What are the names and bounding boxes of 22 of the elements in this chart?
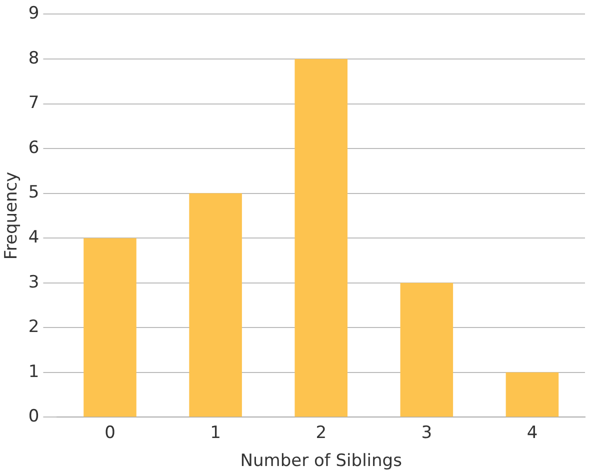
bar: [400, 282, 454, 417]
bar: [84, 238, 136, 417]
y-tick-label: 8: [28, 48, 40, 68]
bar: [294, 58, 348, 417]
y-tick-label: 1: [28, 362, 40, 382]
y-tick-label: 5: [28, 182, 40, 203]
y-tick-label: 7: [28, 93, 40, 114]
y-tick-label: 4: [28, 228, 40, 248]
x-tick-label: 3: [421, 422, 432, 443]
x-tick-label: 2: [316, 422, 327, 443]
y-tick-label: 0: [28, 406, 40, 427]
x-tick-label: 4: [526, 422, 538, 443]
y-tick-label: 9: [28, 4, 40, 24]
x-tick-label: 1: [210, 422, 221, 443]
y-tick-label: 2: [28, 317, 40, 338]
bar: [189, 193, 242, 417]
y-tick-label: 3: [28, 272, 40, 292]
y-axis-title: Frequency: [2, 172, 22, 260]
x-tick-label: 0: [104, 422, 116, 443]
bar: [506, 372, 559, 417]
x-axis-title: Number of Siblings: [240, 451, 402, 472]
y-tick-label: 6: [28, 138, 40, 158]
